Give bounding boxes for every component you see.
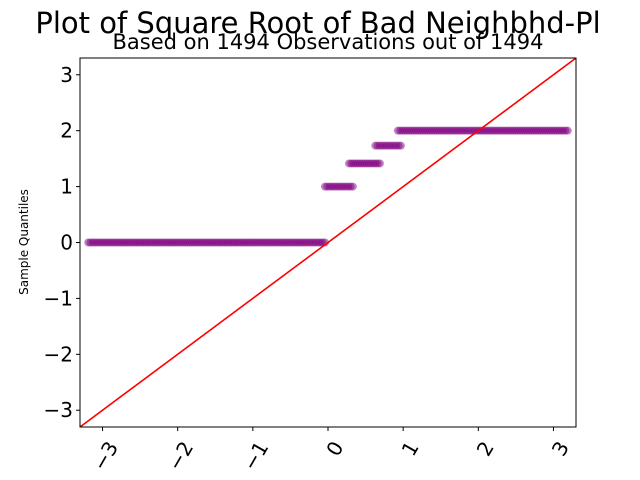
x-tick-label: 1 <box>396 437 423 460</box>
reference-line-layer <box>80 58 576 427</box>
y-tick-label: 0 <box>60 231 73 255</box>
y-axis-label: Sample Quantiles <box>17 189 31 295</box>
x-tick-label: 3 <box>547 437 574 460</box>
x-tick-label: −1 <box>238 437 274 475</box>
y-tick-label: 3 <box>60 63 73 87</box>
y-tick-label: −1 <box>44 286 73 310</box>
y-tick-label: 1 <box>60 175 73 199</box>
y-tick-label: −2 <box>44 342 73 366</box>
chart-subtitle: Based on 1494 Observations out of 1494 <box>112 30 543 54</box>
data-point <box>375 159 384 168</box>
data-point <box>396 141 405 150</box>
y-tick-label: 2 <box>60 119 73 143</box>
data-point <box>563 126 572 135</box>
x-tick-label: −2 <box>163 437 199 475</box>
x-tick-label: 0 <box>321 437 348 460</box>
reference-line <box>80 58 576 427</box>
chart-title: Plot of Square Root of Bad Neighbhd-Pl <box>35 6 600 40</box>
data-point <box>348 182 357 191</box>
y-axis: −3 −2 −1 0 1 2 3 <box>44 63 80 422</box>
x-tick-label: 2 <box>472 437 499 460</box>
data-point <box>320 238 329 247</box>
x-tick-label: −3 <box>88 437 124 475</box>
y-tick-label: −3 <box>44 398 73 422</box>
x-axis: −3 −2 −1 0 1 2 3 <box>88 427 574 475</box>
